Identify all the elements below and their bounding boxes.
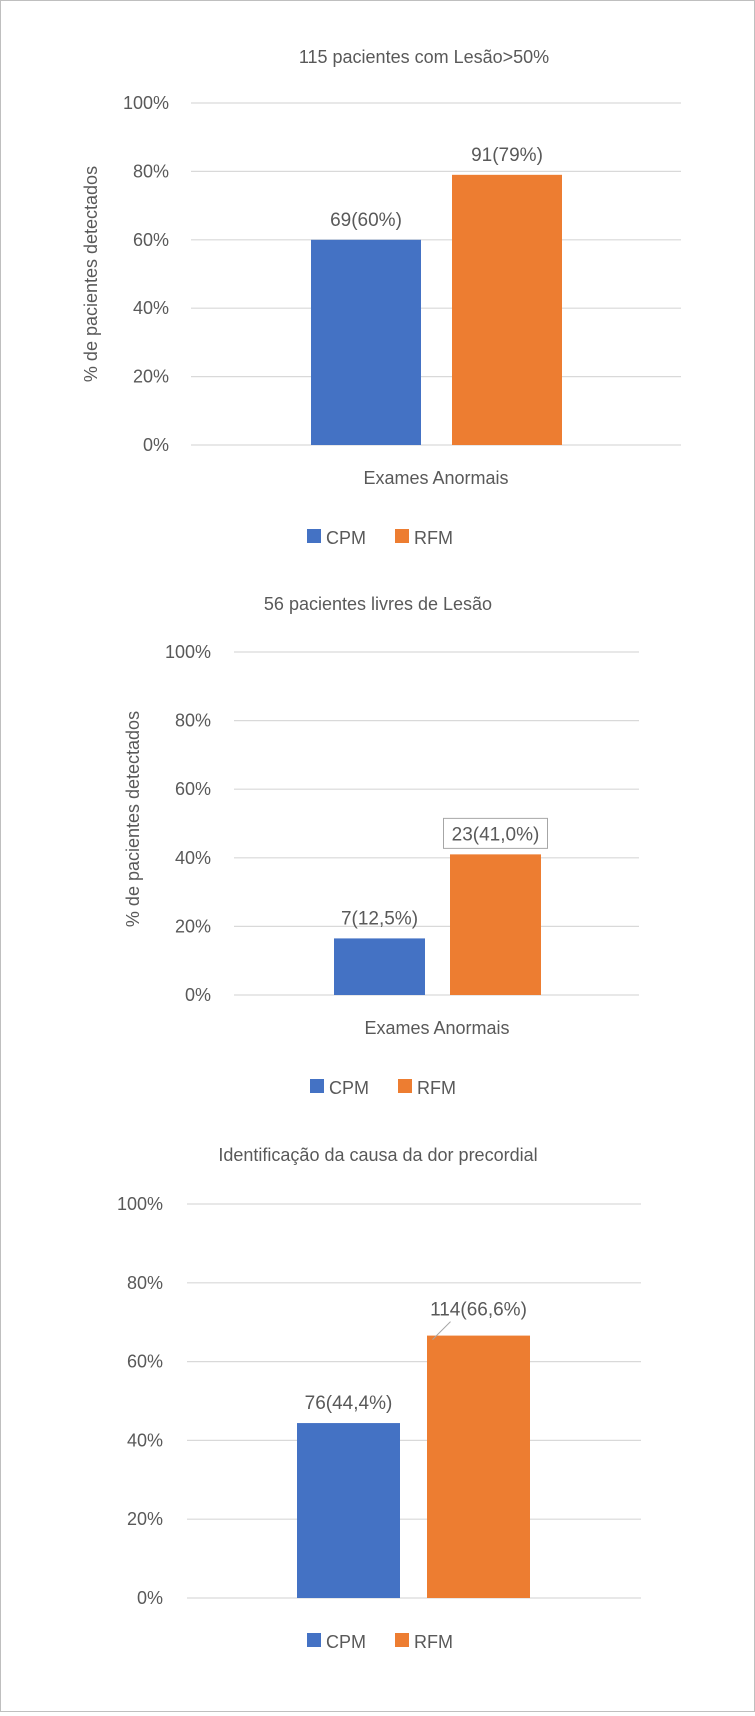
chart1-ytick-label: 40%	[133, 298, 169, 318]
chart2-category-label: Exames Anormais	[364, 1018, 509, 1038]
chart2-legend-label-cpm: CPM	[329, 1078, 369, 1098]
chart2-legend-swatch-cpm	[310, 1079, 324, 1093]
chart2-ytick-label: 100%	[165, 642, 211, 662]
chart3-ytick-label: 20%	[127, 1509, 163, 1529]
chart3-ytick-label: 80%	[127, 1273, 163, 1293]
chart2-data-label-box	[443, 817, 548, 849]
chart3-title: Identificação da causa da dor precordial	[218, 1145, 537, 1165]
chart1-title: 115 pacientes com Lesão>50%	[299, 47, 549, 67]
chart1-legend-swatch-rfm	[395, 529, 409, 543]
chart2-ylabel: % de pacientes detectados	[123, 711, 143, 927]
chart2-bar-rfm	[450, 854, 541, 995]
chart3-legend-label-rfm: RFM	[414, 1632, 453, 1652]
chart1-ytick-label: 20%	[133, 367, 169, 387]
chart3-bar-cpm	[297, 1423, 400, 1598]
chart3-legend-swatch-cpm	[307, 1633, 321, 1647]
chart3-data-label-rfm: 114(66,6%)	[430, 1300, 527, 1321]
chart3-data-label-leader	[432, 1321, 451, 1340]
chart3-ytick-label: 100%	[117, 1194, 163, 1214]
chart1-ytick-label: 0%	[143, 435, 169, 455]
chart2-legend-label-rfm: RFM	[417, 1078, 456, 1098]
chart2-ytick-label: 60%	[175, 779, 211, 799]
chart3-bar-rfm	[427, 1335, 530, 1598]
chart3-legend-label-cpm: CPM	[326, 1632, 366, 1652]
chart2-data-label-cpm: 7(12,5%)	[341, 908, 418, 929]
chart2-ytick-label: 0%	[185, 985, 211, 1005]
chart2-legend-swatch-rfm	[398, 1079, 412, 1093]
chart2-data-label-rfm: 23(41,0%)	[452, 824, 540, 845]
chart1-category-label: Exames Anormais	[363, 468, 508, 488]
chart1-legend-label-rfm: RFM	[414, 528, 453, 548]
chart1-ytick-label: 80%	[133, 161, 169, 181]
chart1-ytick-label: 60%	[133, 230, 169, 250]
chart3-ytick-label: 60%	[127, 1352, 163, 1372]
chart2-bar-cpm	[334, 938, 425, 995]
chart1-legend-swatch-cpm	[307, 529, 321, 543]
chart2-ytick-label: 20%	[175, 916, 211, 936]
chart3-legend-swatch-rfm	[395, 1633, 409, 1647]
chart1-data-label-rfm: 91(79%)	[471, 145, 543, 166]
chart2-ytick-label: 80%	[175, 711, 211, 731]
chart1-ylabel: % de pacientes detectados	[81, 166, 101, 382]
chart1-legend-label-cpm: CPM	[326, 528, 366, 548]
chart3-ytick-label: 0%	[137, 1588, 163, 1608]
chart1-data-label-cpm: 69(60%)	[330, 210, 402, 231]
chart1-bar-rfm	[452, 174, 562, 445]
chart1-ytick-label: 100%	[123, 93, 169, 113]
chart3-data-label-cpm: 76(44,4%)	[305, 1393, 393, 1414]
chart3-ytick-label: 40%	[127, 1430, 163, 1450]
chart1-bar-cpm	[311, 239, 421, 445]
chart2-ytick-label: 40%	[175, 848, 211, 868]
chart2-title: 56 pacientes livres de Lesão	[264, 594, 492, 614]
